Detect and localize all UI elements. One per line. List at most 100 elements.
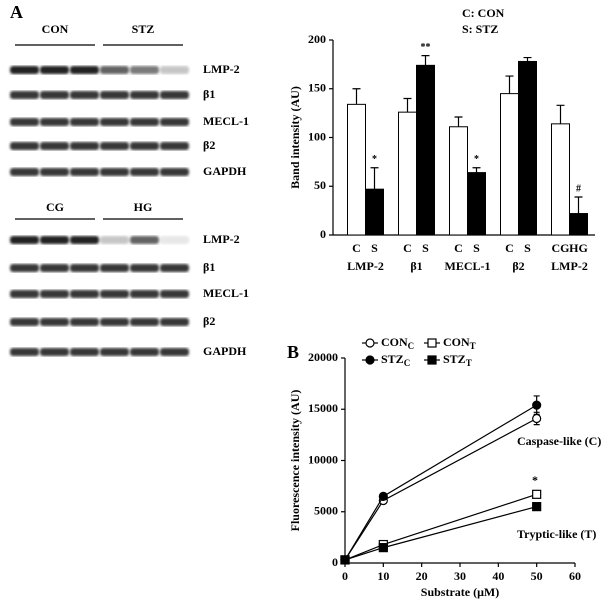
blot-band [100, 66, 129, 74]
bar [500, 93, 519, 236]
x-tick-label: 50 [531, 569, 543, 583]
legend-text: STZT [443, 352, 472, 368]
error-bar [454, 116, 463, 127]
blot-band [40, 264, 69, 272]
blot-band [10, 290, 39, 298]
protein-label: GAPDH [203, 344, 247, 358]
x-tick-label: 30 [454, 569, 466, 583]
x-tick-label: 10 [377, 569, 389, 583]
bar-label: HG [569, 241, 588, 255]
bar [347, 103, 366, 236]
blot-band [130, 118, 159, 126]
condition-label: CG [46, 200, 64, 214]
legend-text: CONT [443, 335, 476, 351]
y-tick-label: 100 [308, 129, 326, 143]
legend-subscript: T [470, 341, 476, 351]
blot-band [100, 264, 129, 272]
protein-label: MECL-1 [203, 114, 249, 128]
blot-band [10, 66, 39, 74]
blot-band [70, 290, 99, 298]
blot-band [130, 290, 159, 298]
error-bar [403, 97, 412, 113]
blot-band [100, 290, 129, 298]
blot-band [160, 168, 189, 176]
protein-label: MECL-1 [203, 286, 249, 300]
blot-band [10, 264, 39, 272]
legend-subscript: T [466, 358, 472, 368]
blot-band [10, 142, 39, 150]
blot-band [10, 118, 39, 126]
legend-name: CON [443, 335, 470, 349]
blot-band [40, 66, 69, 74]
data-point [532, 413, 542, 424]
blot-band [160, 66, 189, 74]
blot-band [70, 168, 99, 176]
protein-label: β2 [203, 138, 215, 152]
blot-band [100, 91, 129, 99]
error-bar [370, 167, 379, 190]
data-point [340, 555, 350, 565]
x-tick-label: 40 [492, 569, 504, 583]
blot-band [10, 91, 39, 99]
error-bar [505, 75, 514, 94]
y-tick-label: 150 [308, 81, 326, 95]
error-bar [574, 196, 583, 214]
data-point [532, 489, 542, 499]
blot-band [160, 290, 189, 298]
blot-band [100, 236, 129, 244]
group-label: β2 [512, 259, 524, 273]
blot-band [160, 91, 189, 99]
y-tick-label: 0 [320, 227, 326, 241]
group-label: MECL-1 [445, 259, 491, 273]
x-tick-label: 0 [342, 569, 348, 583]
group-label: LMP-2 [347, 259, 384, 273]
blot-band [160, 142, 189, 150]
annotation: Tryptic-like (T) [517, 527, 596, 541]
significance: # [576, 183, 581, 194]
x-axis-label: Substrate (μM) [421, 585, 499, 599]
series-line [344, 404, 537, 561]
blot-band [70, 142, 99, 150]
y-tick-label: 20000 [308, 350, 338, 364]
significance: ** [421, 42, 431, 53]
protein-label: β1 [203, 87, 215, 101]
bar [551, 123, 570, 236]
blot-band [40, 290, 69, 298]
blot-band [130, 264, 159, 272]
error-bar [523, 56, 532, 62]
blot-band [10, 168, 39, 176]
y-axis-label: Fluorescence intensity (AU) [288, 390, 302, 532]
bar [398, 111, 417, 236]
blot-band [70, 348, 99, 356]
blot-band [160, 348, 189, 356]
blot-band [40, 91, 69, 99]
bar-label: C [352, 241, 361, 255]
blot-band [160, 264, 189, 272]
condition-label: HG [134, 200, 153, 214]
legend-name: CON [381, 335, 408, 349]
protein-label: β1 [203, 260, 215, 274]
legend-subscript: C [404, 358, 411, 368]
annotation: * [532, 473, 538, 487]
y-tick-label: 200 [308, 32, 326, 46]
bar [416, 64, 435, 236]
error-bar [421, 55, 430, 66]
bar [449, 126, 468, 236]
legend-text: CONC [381, 335, 414, 351]
bar [467, 172, 486, 236]
protein-label: LMP-2 [203, 232, 240, 246]
blot-band [130, 348, 159, 356]
bar-label: CG [552, 241, 570, 255]
blot-band [70, 91, 99, 99]
blot-band [10, 348, 39, 356]
bar [569, 213, 588, 236]
protein-label: β2 [203, 314, 215, 328]
blot-band [130, 91, 159, 99]
blot-band [10, 236, 39, 244]
significance: * [474, 154, 479, 165]
blot-band [70, 236, 99, 244]
data-point [378, 491, 388, 501]
legend-marker [427, 338, 437, 348]
series-line [344, 417, 537, 561]
blot-band [70, 318, 99, 326]
